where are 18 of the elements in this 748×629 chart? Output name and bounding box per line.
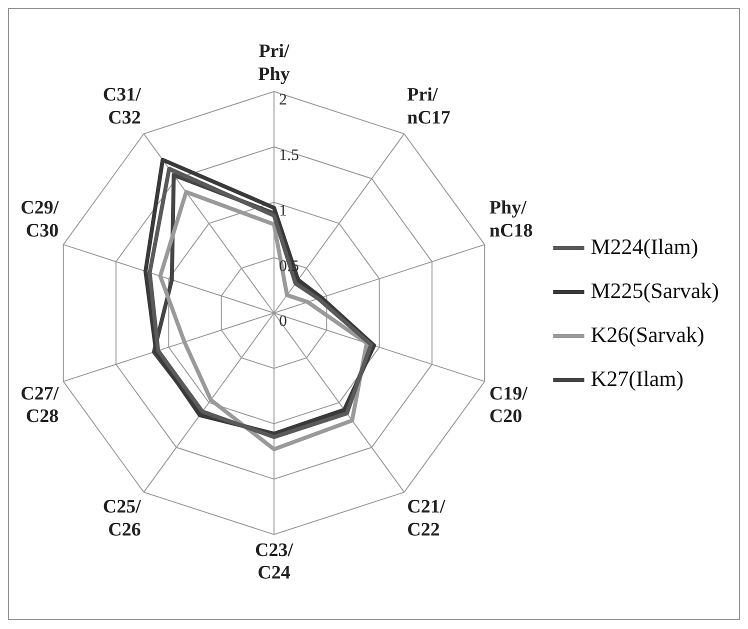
spoke-label: C21/C22 bbox=[407, 496, 446, 540]
y-tick-label: 0 bbox=[279, 313, 287, 330]
spoke-label: C31/C32 bbox=[102, 84, 142, 128]
spoke-label: C27/C28 bbox=[20, 383, 60, 428]
spoke-label: C29/C30 bbox=[20, 198, 60, 242]
y-tick-label: 1 bbox=[279, 202, 287, 220]
y-tick-label: 1.5 bbox=[279, 147, 299, 164]
legend-label: M224(Ilam) bbox=[590, 234, 698, 259]
spoke-label: Pri/nC17 bbox=[407, 84, 451, 128]
legend-label: K26(Sarvak) bbox=[590, 322, 704, 347]
spoke-label: C19/C20 bbox=[489, 383, 528, 428]
spoke-label: Phy/nC18 bbox=[489, 198, 533, 242]
spoke-label: C23/C24 bbox=[255, 540, 294, 584]
y-tick-label: 2 bbox=[279, 92, 287, 109]
legend-label: M225(Sarvak) bbox=[590, 278, 720, 303]
legend-label: K27(Ilam) bbox=[590, 366, 684, 391]
spoke-label: C25/C26 bbox=[102, 496, 142, 540]
spoke-label: Pri/Phy bbox=[258, 41, 290, 86]
